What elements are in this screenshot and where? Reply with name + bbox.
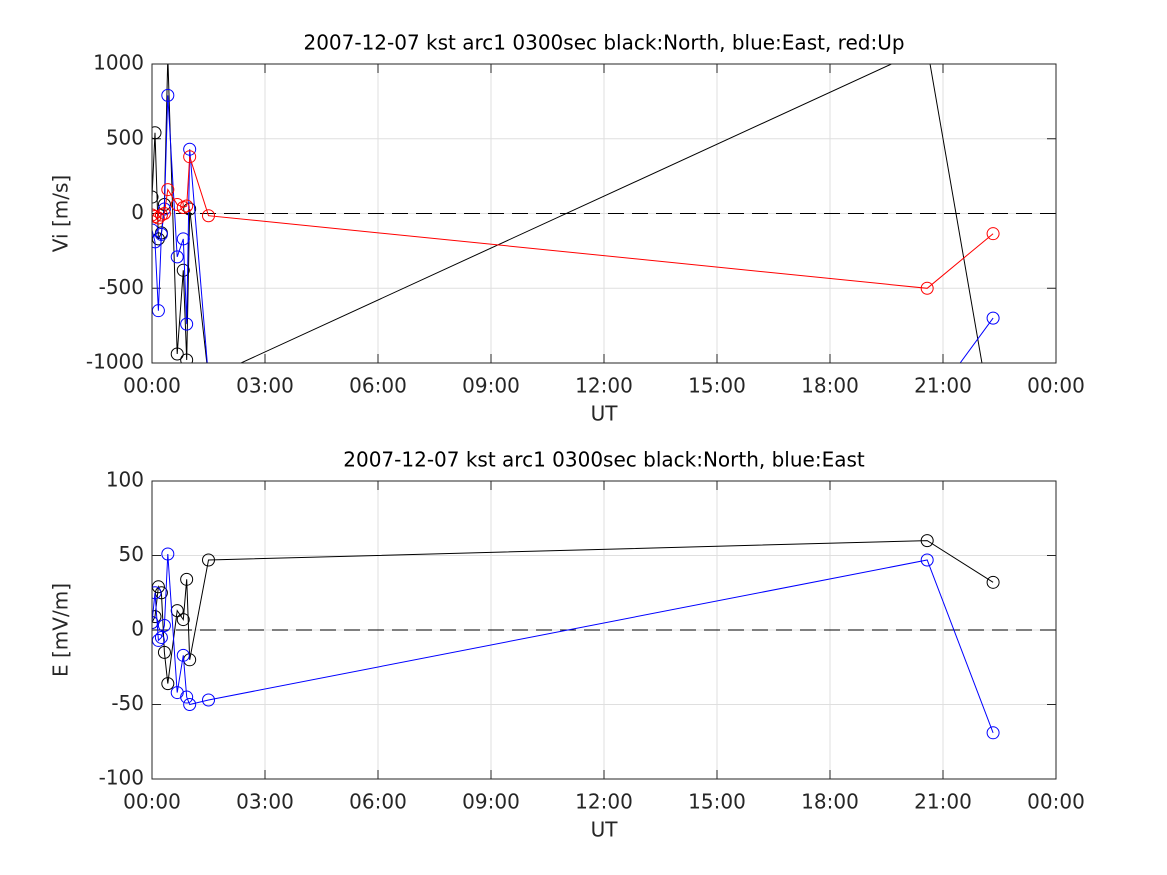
data-point <box>154 630 168 644</box>
x-tick-label: 21:00 <box>914 374 972 398</box>
data-point <box>180 317 194 331</box>
series-line <box>152 95 994 363</box>
data-point <box>183 150 197 164</box>
y-tick-label: 1000 <box>93 51 144 75</box>
data-point <box>202 209 215 223</box>
y-tick-label: 500 <box>106 125 144 149</box>
x-tick-label: 00:00 <box>123 374 181 398</box>
data-point <box>986 575 1000 589</box>
data-point <box>180 353 194 363</box>
y-tick-label: 50 <box>119 542 144 566</box>
data-point <box>152 586 162 600</box>
x-tick-label: 12:00 <box>575 374 633 398</box>
data-point <box>154 208 168 222</box>
x-tick-label: 12:00 <box>575 790 633 814</box>
x-axis-label: UT <box>591 818 619 842</box>
data-point <box>176 648 190 662</box>
x-tick-label: 06:00 <box>349 374 407 398</box>
data-point <box>157 619 171 633</box>
x-tick-label: 18:00 <box>801 790 859 814</box>
y-tick-label: 0 <box>131 617 144 641</box>
y-tick-label: -1000 <box>86 350 144 374</box>
series-line <box>152 156 994 289</box>
data-point <box>154 227 168 241</box>
data-point <box>152 190 159 204</box>
x-tick-label: 15:00 <box>688 790 746 814</box>
series-line <box>152 553 994 733</box>
data-point <box>202 553 215 567</box>
data-point <box>157 207 171 220</box>
data-point <box>161 88 175 102</box>
y-axis-label: E [mV/m] <box>49 583 73 677</box>
x-tick-label: 03:00 <box>236 374 294 398</box>
x-axis-label: UT <box>591 402 619 426</box>
y-tick-label: 0 <box>131 200 144 224</box>
series-line <box>152 64 983 363</box>
x-tick-label: 15:00 <box>688 374 746 398</box>
data-point <box>170 250 184 264</box>
x-tick-label: 18:00 <box>801 374 859 398</box>
x-tick-label: 21:00 <box>914 790 972 814</box>
data-point <box>180 199 194 213</box>
data-point <box>202 693 215 707</box>
data-point <box>176 232 190 246</box>
axes: 00:00 03:00 06:00 09:00 12:00 15:00 18:00 21:00… <box>49 31 1085 426</box>
data-point <box>152 616 159 630</box>
x-tick-label: 06:00 <box>349 790 407 814</box>
data-point <box>920 281 934 295</box>
data-point <box>170 347 184 361</box>
data-point <box>183 142 197 156</box>
axes-frame <box>151 480 1057 780</box>
plot-content <box>152 534 1000 740</box>
chart-title: 2007-12-07 kst arc1 0300sec black:North,… <box>303 31 904 55</box>
data-point <box>986 726 1000 740</box>
data-point <box>152 235 162 249</box>
y-tick-label: -50 <box>111 691 144 715</box>
axes: 00:00 03:00 06:00 09:00 12:00 15:00 18:00 21:00… <box>49 448 1085 842</box>
data-point <box>152 610 162 624</box>
data-point <box>176 263 190 277</box>
chart-title: 2007-12-07 kst arc1 0300sec black:North,… <box>343 448 865 472</box>
data-point <box>920 553 934 567</box>
series-line <box>152 540 994 684</box>
x-tick-label: 00:00 <box>1027 374 1085 398</box>
data-point <box>157 645 171 659</box>
data-point <box>986 311 1000 325</box>
x-tick-label: 03:00 <box>236 790 294 814</box>
x-tick-label: 09:00 <box>462 790 520 814</box>
x-tick-label: 09:00 <box>462 374 520 398</box>
y-axis-label: Vi [m/s] <box>49 175 73 252</box>
x-tick-label: 00:00 <box>1027 790 1085 814</box>
y-tick-label: -100 <box>99 766 144 790</box>
data-point <box>157 202 171 216</box>
data-point <box>161 547 175 561</box>
data-point <box>180 572 194 586</box>
y-tick-label: -500 <box>99 275 144 299</box>
data-point <box>161 677 175 691</box>
data-point <box>152 208 159 222</box>
data-point <box>161 183 175 197</box>
data-point <box>920 534 934 548</box>
data-point <box>154 586 168 600</box>
x-tick-label: 00:00 <box>123 790 181 814</box>
data-point <box>183 698 197 711</box>
axes-frame <box>151 63 1057 364</box>
y-tick-label: 100 <box>106 468 144 492</box>
data-point <box>183 202 197 216</box>
data-point <box>176 613 190 627</box>
plot-content <box>152 64 1000 363</box>
data-point <box>180 690 194 704</box>
data-point <box>986 227 1000 241</box>
data-point <box>152 126 162 140</box>
data-point <box>170 198 184 212</box>
